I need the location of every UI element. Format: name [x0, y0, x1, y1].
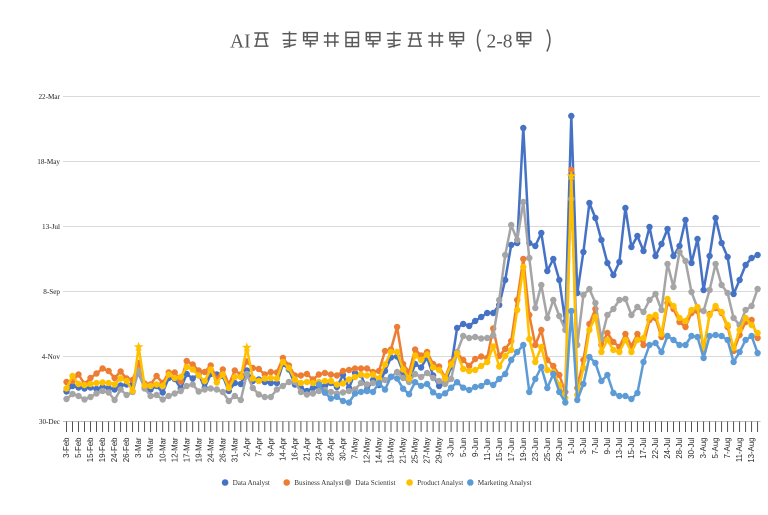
svg-text:24-Mar: 24-Mar	[206, 437, 215, 462]
svg-text:9-Apr: 9-Apr	[266, 437, 275, 456]
svg-text:Product Analyst: Product Analyst	[417, 479, 463, 487]
svg-text:23-Jun: 23-Jun	[531, 438, 540, 462]
svg-text:Business Analyst: Business Analyst	[294, 479, 343, 487]
svg-text:10-Mar: 10-Mar	[158, 437, 167, 462]
svg-text:22-Jul: 22-Jul	[651, 437, 660, 459]
svg-text:Marketing Analyst: Marketing Analyst	[478, 479, 532, 487]
svg-text:25-May: 25-May	[411, 437, 420, 463]
svg-text:15-Jul: 15-Jul	[627, 437, 636, 459]
svg-text:7-Aug: 7-Aug	[723, 438, 732, 459]
svg-text:5-Feb: 5-Feb	[74, 437, 83, 458]
svg-text:Data Analyst: Data Analyst	[233, 479, 270, 487]
svg-text:30-Jul: 30-Jul	[687, 437, 696, 459]
svg-text:Data Scientist: Data Scientist	[355, 479, 395, 487]
svg-text:30-Apr: 30-Apr	[339, 437, 348, 461]
svg-text:5-Mar: 5-Mar	[146, 437, 155, 458]
svg-text:12-May: 12-May	[363, 437, 372, 463]
svg-text:29-May: 29-May	[435, 437, 444, 463]
svg-text:5-Aug: 5-Aug	[711, 438, 720, 459]
svg-text:31-Mar: 31-Mar	[230, 437, 239, 462]
svg-text:21-May: 21-May	[399, 437, 408, 463]
svg-text:17-Jun: 17-Jun	[507, 438, 516, 462]
svg-text:15-Jun: 15-Jun	[495, 438, 504, 462]
svg-text:12-Mar: 12-Mar	[170, 437, 179, 462]
svg-text:24-Feb: 24-Feb	[110, 437, 119, 462]
svg-text:28-Apr: 28-Apr	[327, 437, 336, 461]
svg-text:19-May: 19-May	[387, 437, 396, 463]
svg-text:14-May: 14-May	[375, 437, 384, 463]
svg-text:22-Mar: 22-Mar	[38, 93, 60, 101]
svg-text:21-Apr: 21-Apr	[303, 437, 312, 461]
svg-text:27-May: 27-May	[423, 437, 432, 463]
svg-text:5-Jun: 5-Jun	[459, 438, 468, 458]
svg-text:2-Apr: 2-Apr	[242, 437, 251, 456]
svg-text:13-Aug: 13-Aug	[747, 438, 756, 463]
svg-text:28-Jul: 28-Jul	[675, 437, 684, 459]
svg-text:14-Apr: 14-Apr	[279, 437, 288, 461]
svg-text:AI: AI	[230, 32, 251, 53]
svg-text:8-Sep: 8-Sep	[43, 288, 60, 296]
svg-text:18-May: 18-May	[37, 158, 60, 166]
svg-text:29-Jun: 29-Jun	[555, 438, 564, 462]
svg-text:16-Apr: 16-Apr	[291, 437, 300, 461]
svg-text:15-Feb: 15-Feb	[86, 437, 95, 462]
svg-text:2-8: 2-8	[487, 32, 513, 53]
svg-text:30-Dec: 30-Dec	[39, 418, 60, 426]
svg-text:11-Jun: 11-Jun	[483, 438, 492, 461]
svg-text:23-Apr: 23-Apr	[315, 437, 324, 461]
svg-text:4-Nov: 4-Nov	[42, 353, 61, 361]
svg-text:7-Jul: 7-Jul	[591, 437, 600, 454]
svg-text:3-Mar: 3-Mar	[134, 437, 143, 458]
svg-text:13-Jul: 13-Jul	[42, 223, 60, 231]
svg-text:3-Feb: 3-Feb	[62, 437, 71, 458]
svg-text:19-Mar: 19-Mar	[194, 437, 203, 462]
svg-text:9-Jun: 9-Jun	[471, 438, 480, 458]
svg-text:3-Jul: 3-Jul	[579, 437, 588, 454]
svg-text:9-Jul: 9-Jul	[603, 437, 612, 454]
svg-text:25-Jun: 25-Jun	[543, 438, 552, 462]
svg-text:3-Jun: 3-Jun	[447, 438, 456, 458]
svg-text:19-Jun: 19-Jun	[519, 438, 528, 462]
svg-text:1-Jul: 1-Jul	[567, 437, 576, 454]
svg-text:11-Aug: 11-Aug	[735, 438, 744, 463]
svg-text:26-Feb: 26-Feb	[122, 437, 131, 462]
svg-text:7-May: 7-May	[351, 437, 360, 459]
svg-text:3-Aug: 3-Aug	[699, 438, 708, 459]
svg-text:13-Jul: 13-Jul	[615, 437, 624, 459]
svg-text:7-Apr: 7-Apr	[254, 437, 263, 456]
svg-text:19-Feb: 19-Feb	[98, 437, 107, 462]
svg-text:24-Jul: 24-Jul	[663, 437, 672, 459]
svg-text:26-Mar: 26-Mar	[218, 437, 227, 462]
svg-text:17-Jul: 17-Jul	[639, 437, 648, 459]
svg-text:17-Mar: 17-Mar	[182, 437, 191, 462]
